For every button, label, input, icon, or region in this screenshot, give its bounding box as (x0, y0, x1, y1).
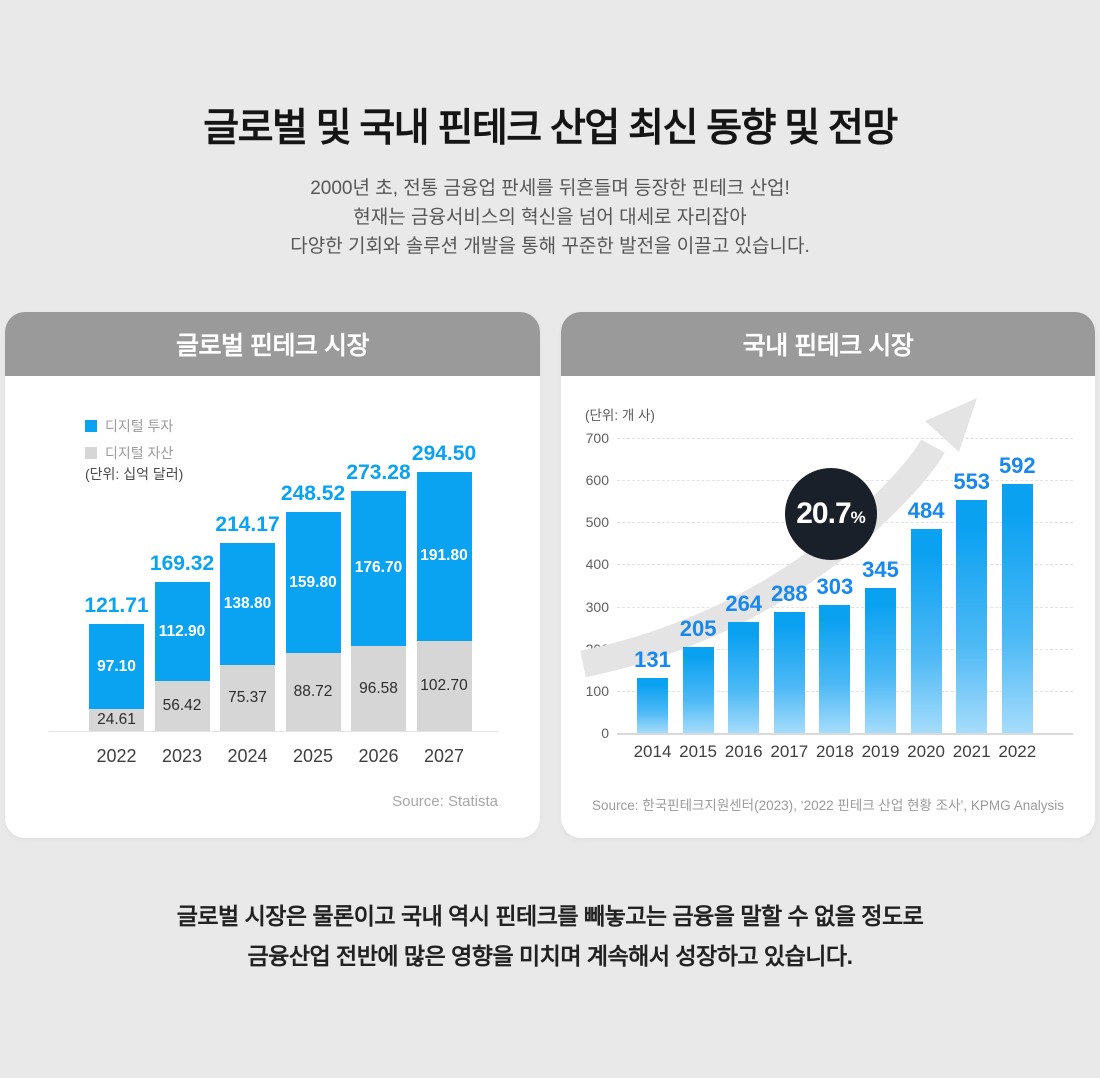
domestic-source: Source: 한국핀테크지원센터(2023), ‘2022 핀테크 산업 현황… (592, 798, 1064, 813)
domestic-value-label: 484 (907, 498, 945, 524)
domestic-fintech-card: 국내 핀테크 시장 (단위: 개 사) 0 100 200 300 400 500 600 7… (561, 312, 1095, 838)
global-segment-investment: 97.10 (89, 623, 144, 710)
footer-summary: 글로벌 시장은 물론이고 국내 역시 핀테크를 빼놓고는 금융을 말할 수 없을… (0, 896, 1100, 976)
domestic-bar-2021 (956, 499, 988, 733)
y-tick-label: 300 (585, 598, 609, 615)
domestic-year-label: 2019 (861, 742, 900, 761)
global-segment-asset: 102.70 (416, 640, 472, 731)
domestic-year-label: 2015 (679, 742, 717, 761)
global-segment-asset: 24.61 (89, 709, 144, 731)
domestic-bar-2019 (865, 587, 896, 733)
global-total-label: 121.71 (84, 593, 149, 617)
global-year-label: 2026 (358, 746, 399, 766)
global-segment-investment: 159.80 (285, 512, 341, 653)
global-bar-2023: 169.32 112.90 56.42 2023 (150, 552, 214, 766)
domestic-year-label: 2021 (952, 742, 991, 761)
global-segment-asset: 75.37 (220, 664, 275, 731)
growth-rate-badge: 20.7% (785, 468, 877, 560)
global-segment-investment: 191.80 (416, 471, 472, 641)
growth-rate-value: 20.7 (796, 497, 851, 530)
global-segment-asset: 56.42 (154, 681, 210, 731)
subtitle-line: 다양한 기회와 솔루션 개발을 통해 꾸준한 발전을 이끌고 있습니다. (290, 236, 810, 257)
domestic-year-label: 2014 (633, 742, 672, 761)
y-tick-label: 0 (601, 725, 609, 741)
legend-swatch-blue (85, 420, 97, 432)
legend-item-digital-asset: 디지털 자산 (85, 443, 173, 463)
global-total-label: 214.17 (215, 512, 280, 536)
domestic-bar-2022 (1001, 483, 1033, 733)
global-total-label: 169.32 (149, 552, 215, 576)
y-tick-label: 100 (585, 682, 609, 699)
domestic-bar-2017 (773, 611, 805, 733)
domestic-bar-2018 (819, 605, 851, 733)
global-bar-2026: 273.28 176.70 96.58 2026 (346, 461, 410, 766)
global-x-axis (49, 731, 498, 732)
domestic-value-label: 264 (725, 590, 763, 616)
domestic-value-label: 288 (770, 580, 808, 606)
global-segment-asset: 96.58 (351, 646, 406, 731)
growth-rate-suffix: % (850, 507, 866, 527)
global-bar-2027: 294.50 191.80 102.70 2027 (412, 442, 476, 766)
domestic-card-title: 국내 핀테크 시장 (561, 312, 1095, 376)
domestic-bar-2014 (637, 677, 668, 733)
global-bar-2025: 248.52 159.80 88.72 2025 (281, 482, 345, 766)
y-tick-label: 400 (585, 556, 609, 573)
global-unit-label: (단위: 십억 달러) (85, 466, 184, 482)
global-card-title: 글로벌 핀테크 시장 (5, 312, 540, 376)
domestic-year-label: 2016 (724, 742, 763, 761)
global-bar-plot: 121.71 97.10 24.61 2022 169.32 112.90 56.42 202… (84, 419, 476, 766)
global-year-label: 2027 (423, 746, 465, 766)
domestic-value-label: 303 (816, 574, 854, 600)
domestic-x-axis (617, 733, 1073, 735)
page-title: 글로벌 및 국내 핀테크 산업 최신 동향 및 전망 (203, 107, 898, 150)
global-bar-2022: 121.71 97.10 24.61 2022 (84, 594, 148, 766)
domestic-value-label: 592 (998, 452, 1036, 478)
domestic-year-label: 2018 (815, 742, 854, 761)
domestic-unit-label: (단위: 개 사) (585, 408, 655, 423)
domestic-value-label: 205 (679, 615, 717, 641)
global-year-label: 2022 (96, 746, 137, 766)
legend-label: 디지털 자산 (105, 445, 174, 461)
legend-label: 디지털 투자 (105, 418, 174, 434)
page-subtitle: 2000년 초, 전통 금융업 판세를 뒤흔들며 등장한 핀테크 산업! 현재는… (0, 174, 1100, 261)
global-segment-asset: 88.72 (285, 652, 341, 731)
global-year-label: 2025 (292, 746, 334, 766)
footer-line: 글로벌 시장은 물론이고 국내 역시 핀테크를 빼놓고는 금융을 말할 수 없을… (176, 903, 924, 929)
domestic-value-label: 131 (634, 646, 671, 672)
domestic-value-label: 345 (862, 556, 899, 582)
subtitle-line: 2000년 초, 전통 금융업 판세를 뒤흔들며 등장한 핀테크 산업! (310, 178, 790, 199)
global-total-label: 294.50 (411, 441, 477, 465)
footer-line: 금융산업 전반에 많은 영향을 미치며 계속해서 성장하고 있습니다. (247, 943, 853, 969)
subtitle-line: 현재는 금융서비스의 혁신을 넘어 대세로 자리잡아 (353, 207, 747, 228)
domestic-value-label: 553 (953, 468, 991, 494)
domestic-bar-2015 (682, 646, 714, 733)
domestic-bar-2016 (728, 621, 760, 733)
global-source: Source: Statista (392, 793, 498, 810)
global-total-label: 248.52 (280, 482, 346, 506)
y-tick-label: 500 (585, 514, 609, 531)
global-bar-2024: 214.17 138.80 75.37 2024 (215, 513, 279, 766)
domestic-year-label: 2020 (907, 742, 945, 761)
domestic-bar-2020 (910, 529, 942, 733)
domestic-year-label: 2017 (770, 742, 809, 761)
global-segment-investment: 138.80 (220, 542, 275, 665)
global-year-label: 2023 (161, 746, 203, 766)
global-year-label: 2024 (227, 746, 268, 766)
y-tick-label: 700 (585, 430, 609, 447)
domestic-year-label: 2022 (998, 742, 1037, 761)
gridline-700 (617, 438, 1073, 440)
global-segment-investment: 112.90 (154, 582, 210, 682)
global-fintech-card: 글로벌 핀테크 시장 디지털 투자 디지털 자산 (단위: 십억 달러) 121… (5, 312, 540, 838)
legend-item-digital-investment: 디지털 투자 (85, 416, 173, 436)
global-legend: 디지털 투자 디지털 자산 (85, 416, 173, 470)
global-total-label: 273.28 (346, 460, 411, 484)
legend-swatch-gray (85, 447, 97, 459)
y-tick-label: 600 (585, 472, 609, 489)
gridline-400 (617, 564, 1073, 566)
global-segment-investment: 176.70 (351, 490, 406, 647)
